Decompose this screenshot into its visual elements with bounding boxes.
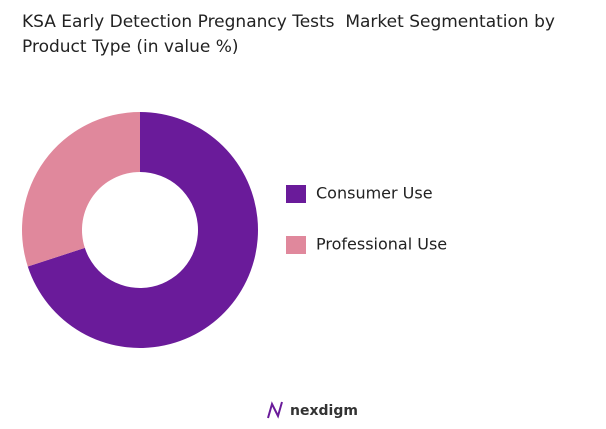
logo: nexdigm xyxy=(267,401,358,419)
logo-icon xyxy=(267,401,283,419)
logo-text: nexdigm xyxy=(290,403,358,419)
legend-swatch xyxy=(286,185,306,203)
donut-slice xyxy=(21,112,141,267)
donut-slice xyxy=(27,112,259,348)
legend-label: Professional Use xyxy=(316,235,447,254)
chart-title: KSA Early Detection Pregnancy Tests Mark… xyxy=(22,12,561,57)
legend-swatch xyxy=(286,236,306,254)
legend-label: Consumer Use xyxy=(316,184,433,203)
